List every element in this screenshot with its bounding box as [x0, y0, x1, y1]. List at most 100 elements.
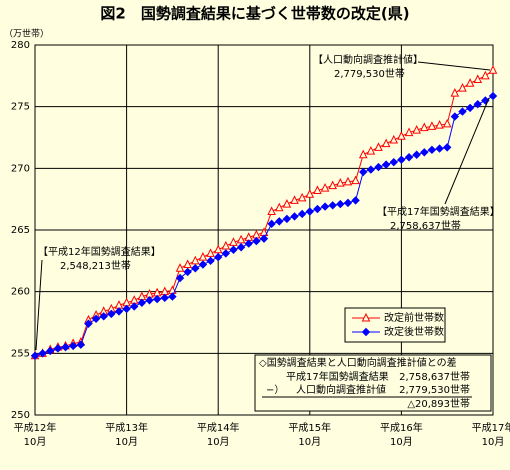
marker — [99, 312, 108, 321]
marker — [213, 244, 223, 254]
marker — [267, 219, 276, 229]
x-tick-label: 平成12年 10月 — [14, 421, 57, 448]
marker — [160, 293, 169, 303]
marker — [122, 304, 131, 314]
marker — [183, 267, 192, 277]
marker — [366, 165, 376, 174]
y-tick-label: 255 — [11, 348, 30, 359]
marker — [435, 120, 444, 129]
marker — [374, 162, 383, 172]
marker — [397, 155, 406, 164]
annotation-arrow — [35, 259, 43, 351]
y-tick-label: 270 — [11, 163, 30, 174]
marker — [305, 207, 315, 216]
annotation: 2,548,213世帯 — [60, 259, 131, 272]
marker — [191, 264, 200, 273]
marker — [427, 121, 437, 130]
marker — [389, 134, 399, 144]
chart-title: 図2 国勢調査結果に基づく世帯数の改定(県) — [100, 5, 409, 23]
marker — [190, 255, 200, 265]
marker — [397, 131, 406, 140]
marker — [435, 144, 444, 153]
marker — [213, 252, 223, 262]
marker — [328, 201, 337, 210]
x-tick-label: 平成14年 10月 — [197, 421, 240, 448]
marker — [412, 124, 421, 134]
marker — [206, 256, 215, 266]
legend-label: 改定後世帯数 — [384, 325, 444, 338]
marker — [274, 202, 284, 212]
marker — [244, 239, 253, 248]
difference-box — [254, 354, 492, 412]
marker — [229, 237, 238, 246]
marker — [336, 199, 345, 209]
y-unit: （万世帯） — [4, 28, 49, 40]
marker — [374, 142, 383, 151]
marker — [91, 314, 101, 324]
marker — [359, 167, 368, 177]
annotation: 【平成17年国勢調査結果】 — [377, 205, 500, 218]
marker — [68, 341, 78, 351]
marker — [183, 259, 192, 269]
y-tick-label: 260 — [11, 287, 30, 298]
marker — [351, 196, 360, 205]
marker — [442, 143, 452, 152]
marker — [130, 302, 139, 311]
marker — [473, 99, 482, 109]
marker — [366, 145, 376, 155]
marker — [168, 292, 177, 301]
marker — [305, 189, 315, 198]
x-tick-label: 平成13年 10月 — [105, 421, 148, 448]
marker — [419, 122, 429, 132]
marker — [481, 70, 490, 80]
marker — [412, 150, 421, 159]
marker — [152, 294, 162, 304]
x-tick-label: 平成17年 10月 — [472, 421, 510, 448]
annotation: 2,779,530世帯 — [334, 67, 405, 80]
marker — [53, 344, 63, 353]
marker — [114, 307, 124, 316]
marker — [229, 245, 238, 254]
marker — [175, 263, 185, 272]
annotation: 【人口動向調査推計値】 — [313, 53, 423, 66]
marker — [465, 103, 475, 113]
annotation-arrow — [417, 61, 491, 71]
marker — [381, 160, 391, 169]
marker — [76, 340, 86, 349]
marker — [404, 153, 414, 162]
marker — [442, 118, 452, 128]
marker — [458, 83, 467, 92]
y-tick-label: 275 — [11, 102, 30, 113]
marker — [206, 248, 215, 257]
marker — [267, 206, 276, 215]
marker — [84, 319, 93, 328]
y-tick-label: 280 — [11, 40, 30, 51]
annotation-arrow — [444, 97, 490, 205]
legend-marker — [361, 327, 371, 337]
difference-operator: −） — [266, 384, 284, 396]
marker — [175, 273, 185, 283]
marker — [198, 252, 208, 261]
difference-title: ◇国勢調査結果と人口動向調査推計値との差 — [259, 356, 457, 369]
difference-value: 2,779,530世帯 — [399, 383, 470, 396]
marker — [297, 192, 307, 202]
marker — [381, 138, 391, 148]
marker — [275, 217, 284, 226]
marker — [145, 296, 154, 305]
marker — [198, 260, 208, 269]
annotation: 2,758,637世帯 — [390, 219, 461, 232]
marker — [343, 198, 353, 208]
marker — [320, 202, 330, 211]
marker — [488, 91, 498, 101]
marker — [46, 346, 55, 356]
marker — [320, 182, 330, 192]
marker — [252, 236, 261, 246]
marker — [282, 198, 292, 208]
marker — [343, 176, 353, 186]
marker — [450, 112, 460, 121]
marker — [236, 234, 246, 244]
marker — [420, 148, 429, 157]
marker — [137, 298, 147, 307]
marker — [313, 185, 322, 195]
